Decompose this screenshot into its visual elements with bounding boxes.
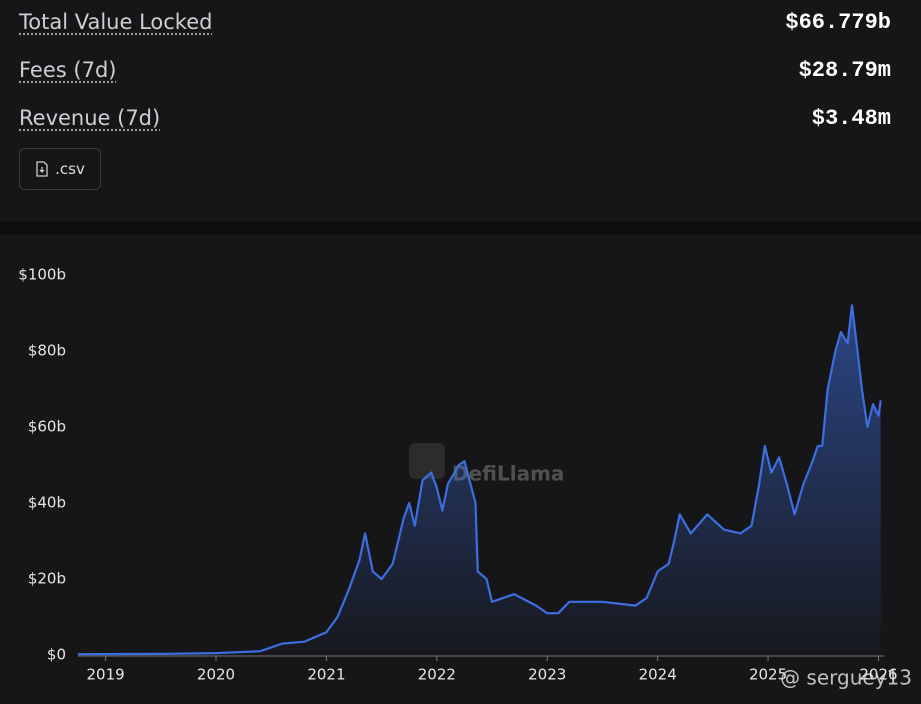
stat-row: Revenue (7d) $3.48m <box>19 98 891 138</box>
credit: @ serguey13 <box>780 666 912 690</box>
y-tick-label: $100b <box>18 266 66 284</box>
x-tick-label: 2020 <box>197 666 235 684</box>
y-tick-label: $0 <box>47 646 66 664</box>
stat-label: Revenue (7d) <box>19 106 161 130</box>
stat-value: $3.48m <box>811 105 891 131</box>
y-tick-label: $40b <box>28 494 66 512</box>
stat-label: Fees (7d) <box>19 58 117 82</box>
stat-label: Total Value Locked <box>19 10 213 34</box>
y-tick-label: $60b <box>28 418 66 436</box>
x-tick-label: 2021 <box>307 666 345 684</box>
csv-button[interactable]: .csv <box>19 148 101 190</box>
x-tick-label: 2022 <box>418 666 456 684</box>
stat-value: $28.79m <box>798 57 891 83</box>
x-tick-label: 2026 <box>859 666 897 684</box>
x-tick-label: 2025 <box>749 666 787 684</box>
csv-label: .csv <box>55 160 85 178</box>
line <box>77 304 882 656</box>
x-tick-label: 2019 <box>87 666 125 684</box>
y-tick-label: $80b <box>28 342 66 360</box>
stat-row: Total Value Locked $66.779b <box>19 2 891 42</box>
watermark-logo <box>409 443 445 479</box>
stat-value: $66.779b <box>785 9 891 35</box>
stats-panel: Total Value Locked $66.779b Fees (7d) $28.… <box>0 0 921 221</box>
stat-row: Fees (7d) $28.79m <box>19 50 891 90</box>
x-tick-label: 2024 <box>639 666 677 684</box>
file-icon <box>36 161 48 177</box>
area-fill <box>78 305 881 655</box>
y-tick-label: $20b <box>28 570 66 588</box>
x-tick-label: 2023 <box>528 666 566 684</box>
